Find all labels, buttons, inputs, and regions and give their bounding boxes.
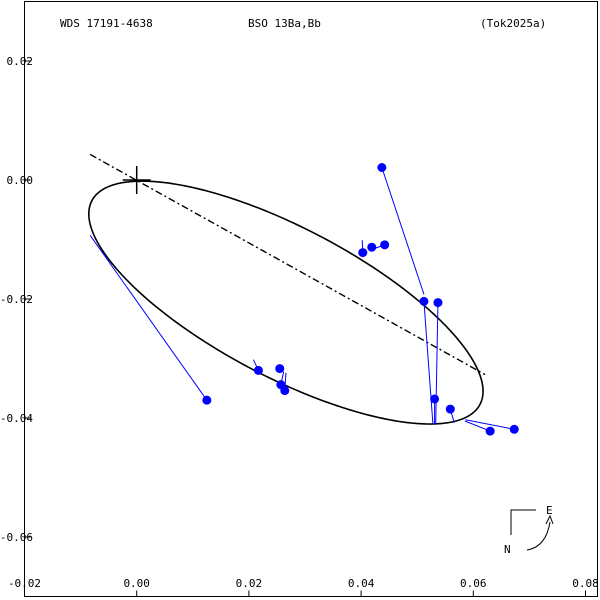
primary-star-marker xyxy=(122,166,151,194)
header-reference: (Tok2025a) xyxy=(480,17,546,30)
x-tick-label: 0.00 xyxy=(123,577,150,590)
y-tick-label: -0.06 xyxy=(0,531,33,544)
observation-point xyxy=(380,240,390,250)
orbit-layer xyxy=(88,153,486,425)
observation-point xyxy=(485,426,495,436)
x-tick-label: 0.06 xyxy=(460,577,487,590)
residual-line xyxy=(465,419,515,430)
orbit-ellipse xyxy=(88,180,484,425)
y-tick-label: 0.00 xyxy=(7,174,34,187)
axis-ticks: -0.02 0.00 0.02 0.04 0.06 0.08 0.02 0.00 -0.02 -0… xyxy=(0,55,599,597)
observation-point xyxy=(377,163,387,173)
observation-point xyxy=(430,394,440,404)
observation-points xyxy=(202,163,519,436)
x-tick-label: 0.04 xyxy=(348,577,375,590)
observation-point xyxy=(275,364,285,374)
y-tick-label: -0.04 xyxy=(0,412,33,425)
x-tick-label: -0.02 xyxy=(8,577,41,590)
observation-point xyxy=(253,365,263,375)
compass-arrowhead xyxy=(545,514,554,525)
observation-point xyxy=(433,298,443,308)
compass-arm xyxy=(510,509,536,535)
residual-line xyxy=(435,302,439,424)
compass-arc xyxy=(526,521,551,551)
residual-line xyxy=(423,301,434,424)
compass-icon: E N xyxy=(504,504,554,556)
observation-point xyxy=(280,386,290,396)
line-of-nodes xyxy=(89,153,486,376)
observation-point xyxy=(509,424,519,434)
residual-line xyxy=(464,420,491,432)
y-tick-label: 0.02 xyxy=(7,55,34,68)
residual-line xyxy=(381,167,425,295)
header-wds: WDS 17191-4638 xyxy=(60,17,153,30)
y-tick-label: -0.02 xyxy=(0,293,33,306)
observation-point xyxy=(367,242,377,252)
x-tick-label: 0.08 xyxy=(572,577,599,590)
observation-point xyxy=(202,395,212,405)
observation-point xyxy=(445,404,455,414)
compass-east-label: E xyxy=(546,504,553,517)
observation-point xyxy=(358,248,368,258)
header-system: BSO 13Ba,Bb xyxy=(248,17,321,30)
residual-line xyxy=(89,235,208,401)
compass-north-label: N xyxy=(504,543,511,556)
x-tick-label: 0.02 xyxy=(236,577,263,590)
observation-point xyxy=(419,296,429,306)
